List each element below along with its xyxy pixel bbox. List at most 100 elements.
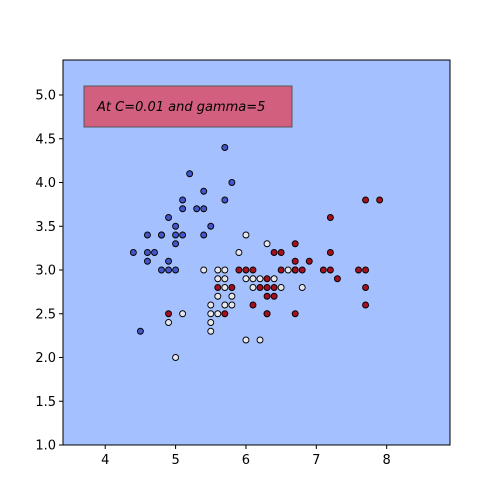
data-points <box>129 144 384 361</box>
data-point <box>200 266 208 274</box>
data-point <box>242 266 250 274</box>
data-point <box>270 292 278 300</box>
data-point <box>207 310 215 318</box>
data-point <box>165 310 172 318</box>
data-point <box>207 319 215 326</box>
data-point <box>263 275 271 283</box>
data-point <box>277 266 285 274</box>
data-point <box>242 275 250 283</box>
data-point <box>151 249 158 256</box>
data-point <box>214 292 222 300</box>
data-point <box>291 266 299 274</box>
data-point <box>355 266 362 274</box>
annotation-text: At C=0.01 and gamma=5 <box>96 100 265 115</box>
data-point <box>228 292 236 300</box>
data-point <box>143 257 151 265</box>
data-point <box>249 266 257 274</box>
x-axis-ticks: 4 5 6 7 8 <box>101 445 391 468</box>
data-point <box>221 266 229 274</box>
data-point <box>228 301 236 309</box>
y-tick-label: 3.5 <box>35 220 56 235</box>
data-point <box>179 231 187 239</box>
data-point <box>200 205 208 213</box>
data-point <box>291 257 299 265</box>
data-point <box>333 275 341 283</box>
data-point <box>249 301 257 309</box>
data-point <box>298 266 306 274</box>
data-point <box>277 249 285 256</box>
data-point <box>235 266 243 274</box>
data-point <box>362 266 370 274</box>
data-point <box>143 249 151 256</box>
data-point <box>256 336 264 344</box>
data-point <box>221 284 229 291</box>
data-point <box>326 249 334 256</box>
data-point <box>263 292 271 300</box>
data-point <box>179 310 187 318</box>
data-point <box>165 266 172 274</box>
data-point <box>179 205 187 213</box>
data-point <box>214 266 222 274</box>
data-point <box>136 327 144 335</box>
data-point <box>235 249 243 256</box>
y-tick-label: 1.5 <box>35 395 56 410</box>
data-point <box>207 327 215 335</box>
data-point <box>326 214 334 221</box>
y-tick-label: 4.0 <box>35 176 56 191</box>
data-point <box>179 196 187 204</box>
data-point <box>228 179 236 186</box>
y-tick-label: 3.0 <box>35 264 56 279</box>
data-point <box>362 196 370 204</box>
data-point <box>172 222 180 230</box>
annotation-background <box>83 85 293 128</box>
data-point <box>214 284 222 291</box>
data-point <box>221 275 229 283</box>
data-point <box>256 275 264 283</box>
data-point <box>263 310 271 318</box>
data-point <box>193 205 201 213</box>
data-point <box>129 249 137 256</box>
data-point <box>256 284 264 291</box>
data-point <box>242 231 250 239</box>
x-tick-label: 8 <box>383 453 391 468</box>
data-point <box>249 275 257 283</box>
data-point <box>270 249 278 256</box>
data-point <box>249 284 257 291</box>
x-tick-label: 4 <box>101 453 109 468</box>
y-axis-ticks: 1.0 1.5 2.0 2.5 3.0 3.5 4.0 4.5 5.0 <box>35 89 63 454</box>
data-point <box>242 336 250 344</box>
data-point <box>214 310 222 318</box>
data-point <box>165 319 172 326</box>
data-point <box>221 301 229 309</box>
plot-frame <box>62 59 451 446</box>
data-point <box>172 231 180 239</box>
data-point <box>270 275 278 283</box>
data-point <box>284 266 292 274</box>
data-point <box>221 310 229 318</box>
x-tick-label: 5 <box>171 453 179 468</box>
data-point <box>305 257 313 265</box>
data-point <box>172 240 180 248</box>
data-point <box>172 354 180 361</box>
data-point <box>326 266 334 274</box>
data-point <box>319 266 327 274</box>
data-point <box>291 240 299 248</box>
data-point <box>158 266 165 274</box>
x-tick-label: 6 <box>242 453 250 468</box>
data-point <box>207 222 215 230</box>
data-point <box>277 284 285 291</box>
annotation-box: At C=0.01 and gamma=5 <box>83 85 293 128</box>
data-point <box>221 196 229 204</box>
y-tick-label: 4.5 <box>35 132 56 147</box>
data-point <box>207 301 215 309</box>
data-point <box>186 170 194 178</box>
data-point <box>172 266 180 274</box>
data-point <box>270 284 278 291</box>
y-tick-label: 2.0 <box>35 351 56 366</box>
data-point <box>221 144 229 151</box>
data-point <box>228 284 236 291</box>
y-tick-label: 2.5 <box>35 307 56 322</box>
data-point <box>362 301 370 309</box>
data-point <box>143 231 151 239</box>
